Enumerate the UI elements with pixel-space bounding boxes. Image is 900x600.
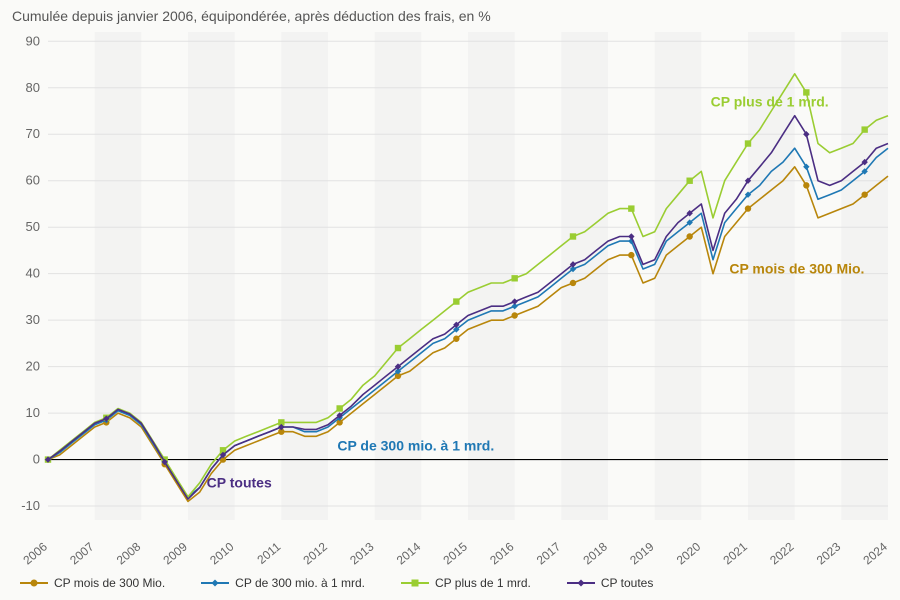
ytick-label: 50 — [26, 219, 40, 234]
series-marker — [336, 405, 342, 411]
ytick-label: 70 — [26, 126, 40, 141]
xtick-label: 2008 — [114, 539, 144, 567]
series-marker — [686, 233, 692, 239]
series-marker — [570, 280, 576, 286]
ytick-label: 10 — [26, 405, 40, 420]
xtick-label: 2014 — [394, 539, 424, 567]
xtick-label: 2023 — [814, 539, 844, 567]
series-marker — [628, 205, 634, 211]
ytick-label: 0 — [33, 452, 40, 467]
legend-swatch — [20, 577, 48, 589]
series-marker — [745, 205, 751, 211]
series-marker — [511, 275, 517, 281]
xtick-label: 2015 — [440, 539, 470, 567]
legend-label: CP plus de 1 mrd. — [435, 576, 531, 590]
ytick-label: -10 — [21, 498, 40, 513]
series-marker — [861, 126, 867, 132]
xtick-label: 2013 — [347, 539, 377, 567]
xtick-label: 2018 — [580, 539, 610, 567]
ytick-label: 60 — [26, 173, 40, 188]
ytick-label: 80 — [26, 80, 40, 95]
legend-label: CP toutes — [601, 576, 653, 590]
xtick-label: 2011 — [254, 539, 283, 567]
xtick-label: 2021 — [720, 539, 750, 567]
ytick-label: 40 — [26, 266, 40, 281]
series-marker — [395, 345, 401, 351]
xtick-label: 2017 — [534, 539, 564, 567]
chart-annotation: CP mois de 300 Mio. — [729, 261, 864, 277]
xtick-label: 2012 — [300, 539, 330, 567]
series-marker — [511, 312, 517, 318]
legend-item-cp_300_1mrd: CP de 300 mio. à 1 mrd. — [201, 576, 365, 590]
legend-swatch — [567, 577, 595, 589]
xtick-label: 2024 — [860, 539, 890, 567]
chart-annotation: CP plus de 1 mrd. — [711, 93, 829, 109]
chart-annotation: CP de 300 mio. à 1 mrd. — [337, 437, 494, 453]
chart-container: Cumulée depuis janvier 2006, équipondéré… — [0, 0, 900, 600]
xtick-label: 2022 — [767, 539, 797, 567]
xtick-label: 2016 — [487, 539, 517, 567]
series-marker — [745, 140, 751, 146]
legend-swatch — [201, 577, 229, 589]
xtick-label: 2006 — [20, 539, 50, 567]
legend-label: CP de 300 mio. à 1 mrd. — [235, 576, 365, 590]
chart-annotation: CP toutes — [207, 474, 272, 490]
ytick-label: 30 — [26, 312, 40, 327]
series-marker — [686, 178, 692, 184]
ytick-label: 20 — [26, 359, 40, 374]
xtick-label: 2009 — [160, 539, 190, 567]
legend: CP mois de 300 Mio. CP de 300 mio. à 1 mr… — [20, 576, 880, 590]
year-band — [95, 32, 142, 520]
ytick-label: 90 — [26, 33, 40, 48]
series-marker — [628, 252, 634, 258]
legend-item-cp_plus_1mrd: CP plus de 1 mrd. — [401, 576, 531, 590]
chart-title: Cumulée depuis janvier 2006, équipondéré… — [12, 8, 491, 24]
xtick-label: 2007 — [67, 539, 97, 567]
xtick-label: 2010 — [207, 539, 237, 567]
year-band — [561, 32, 608, 520]
legend-item-cp_moins_300: CP mois de 300 Mio. — [20, 576, 165, 590]
series-marker — [570, 233, 576, 239]
series-marker — [628, 233, 634, 239]
year-band — [655, 32, 702, 520]
series-marker — [453, 298, 459, 304]
series-marker — [453, 336, 459, 342]
xtick-label: 2020 — [674, 539, 704, 567]
legend-item-cp_toutes: CP toutes — [567, 576, 653, 590]
xtick-label: 2019 — [627, 539, 657, 567]
series-marker — [861, 191, 867, 197]
legend-label: CP mois de 300 Mio. — [54, 576, 165, 590]
legend-swatch — [401, 577, 429, 589]
chart-svg: -10 0 10 20 30 40 50 60 70 80 90 2006 2007 2008 2009 20… — [0, 0, 900, 600]
year-band — [281, 32, 328, 520]
series-marker — [803, 182, 809, 188]
